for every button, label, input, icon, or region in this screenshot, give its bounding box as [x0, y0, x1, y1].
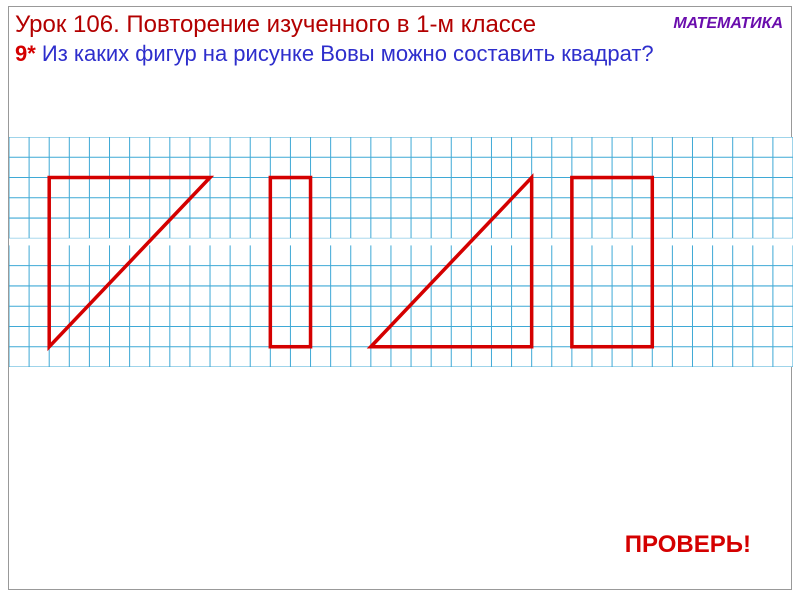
- check-label[interactable]: ПРОВЕРЬ!: [625, 531, 751, 559]
- slide-frame: Урок 106. Повторение изученного в 1-м кл…: [8, 6, 792, 590]
- title-text: Урок 106. Повторение изученного в 1-м кл…: [15, 11, 536, 38]
- question-text: Из каких фигур на рисунке Вовы можно сос…: [36, 41, 654, 66]
- question-line: 9* Из каких фигур на рисунке Вовы можно …: [15, 41, 654, 67]
- subject-text: МАТЕМАТИКА: [673, 15, 783, 32]
- check-text: ПРОВЕРЬ!: [625, 531, 751, 558]
- lesson-title: Урок 106. Повторение изученного в 1-м кл…: [15, 11, 536, 39]
- grid-svg: [9, 137, 793, 367]
- subject-label: МАТЕМАТИКА: [673, 15, 783, 33]
- question-number: 9*: [15, 41, 36, 66]
- grid-area: [9, 137, 793, 367]
